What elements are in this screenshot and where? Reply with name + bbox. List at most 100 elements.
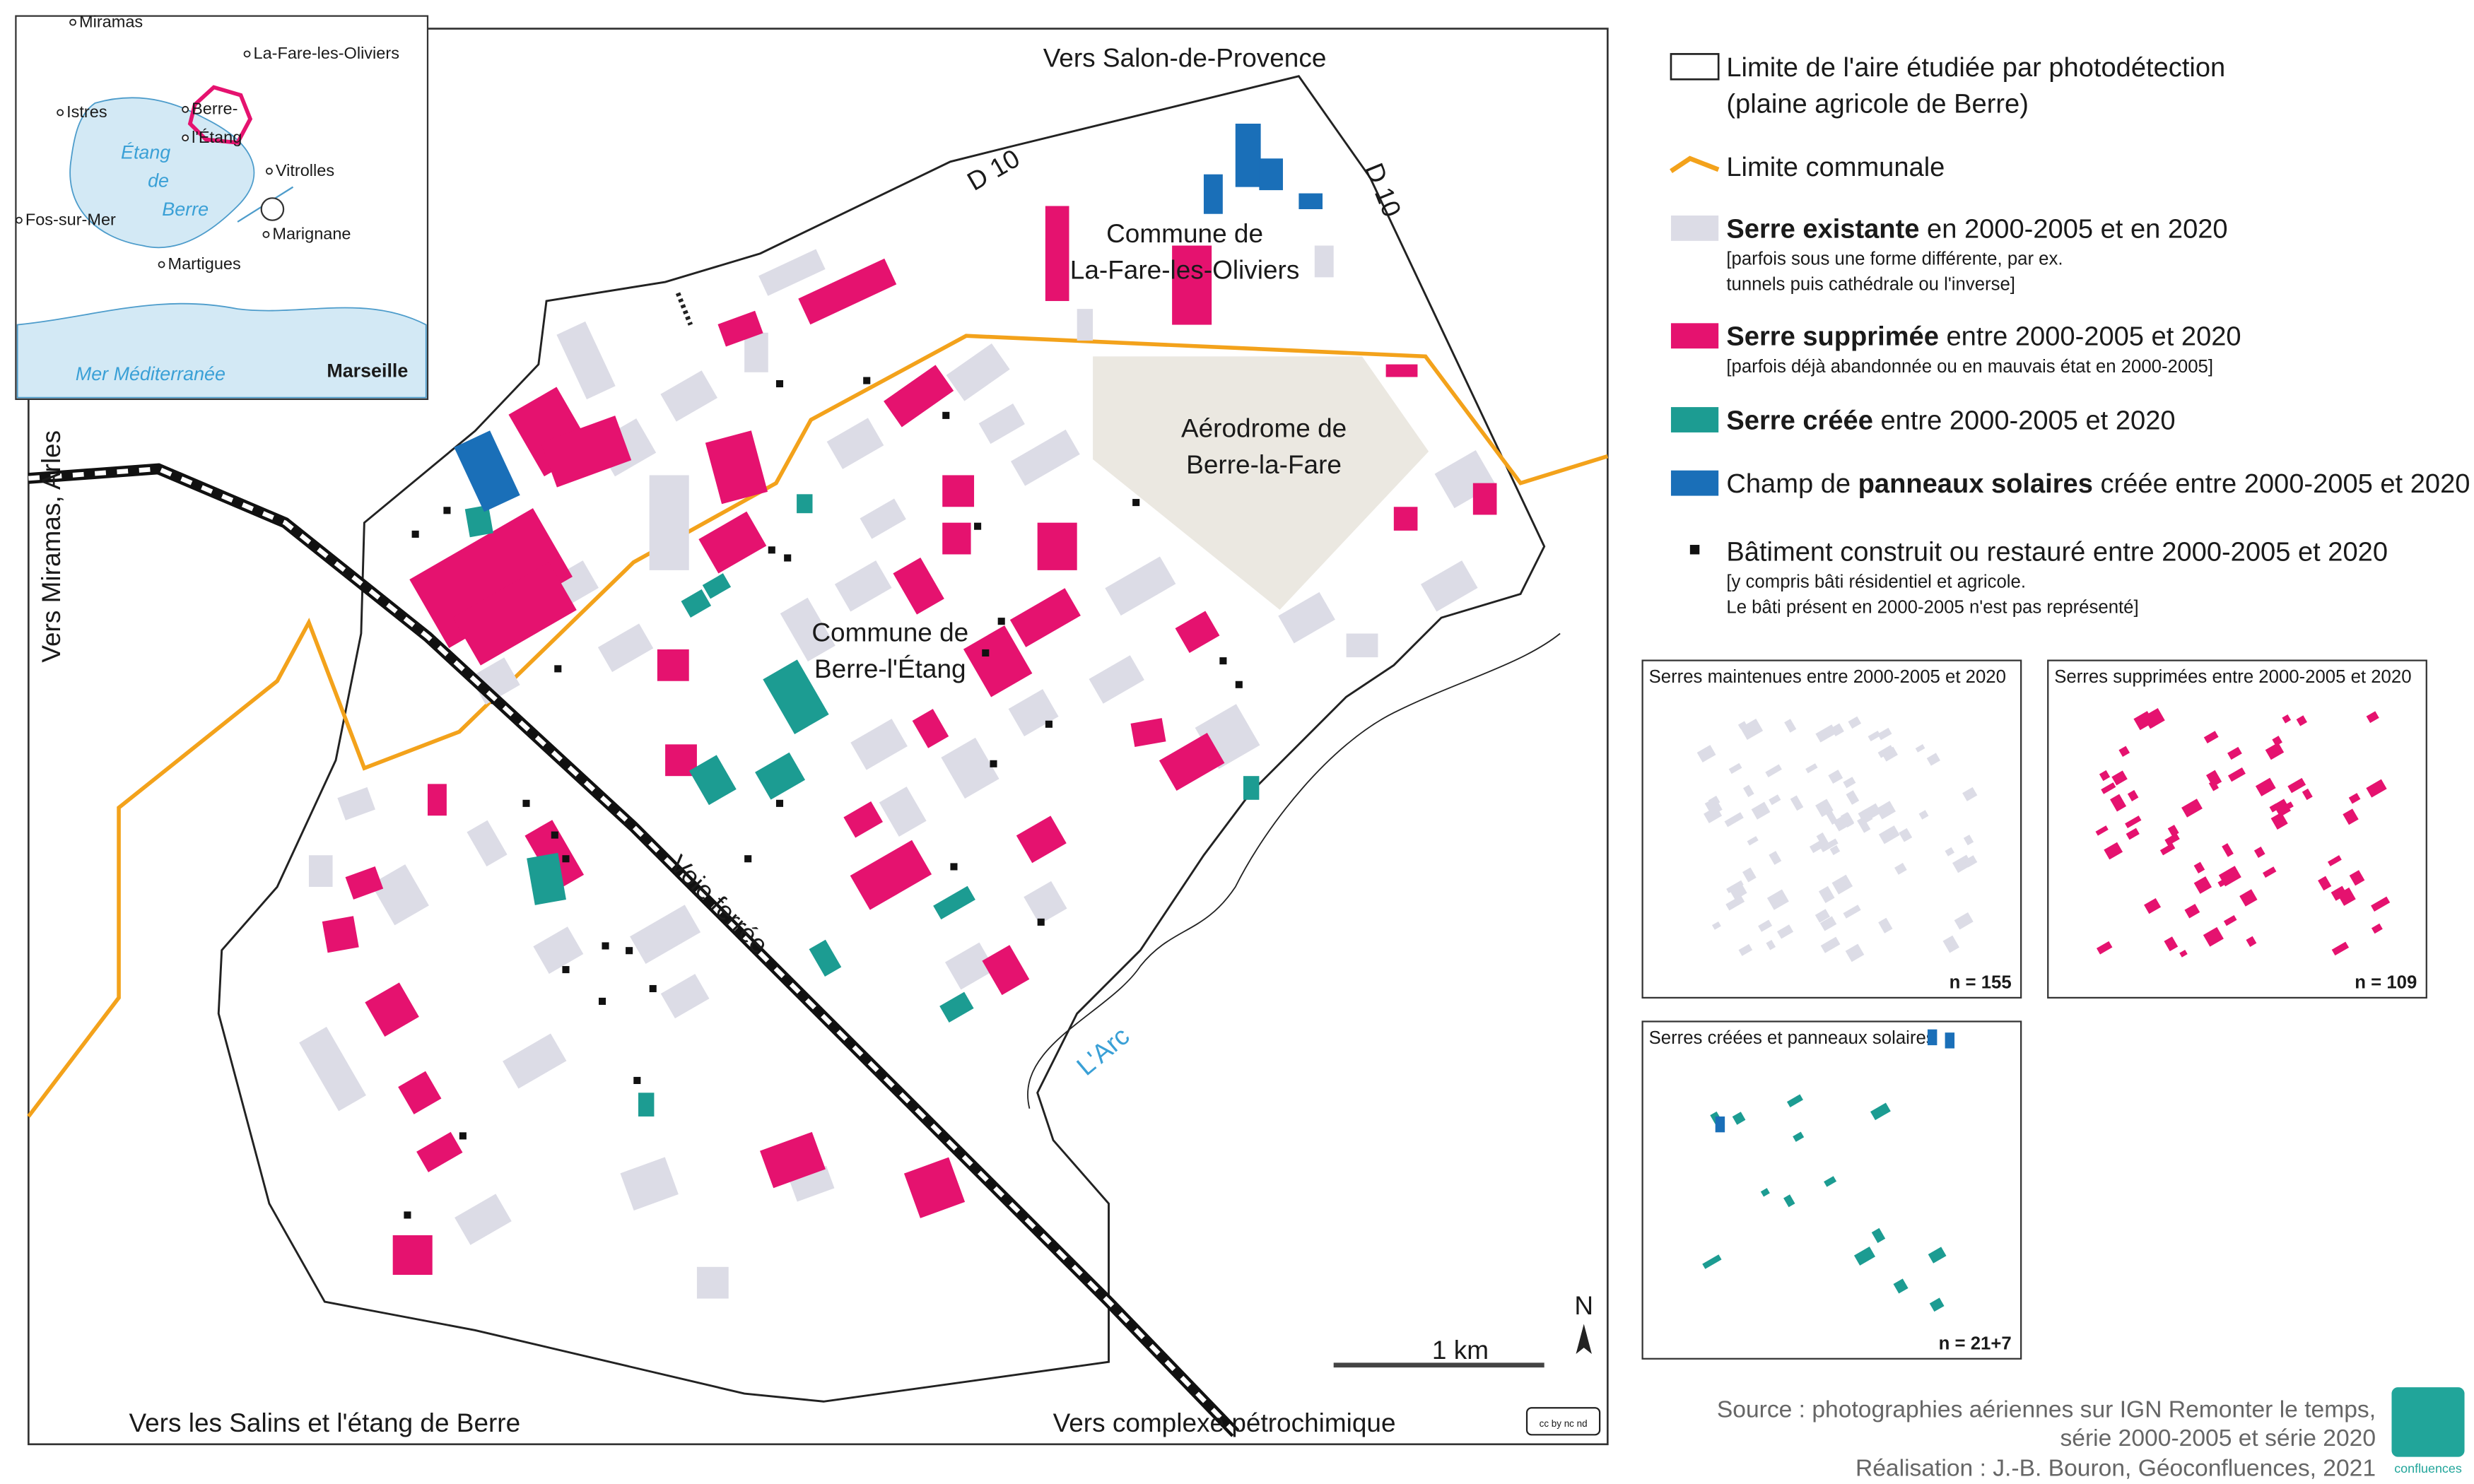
building — [775, 379, 784, 388]
greenhouse — [452, 562, 577, 666]
small-map-shape — [2348, 793, 2361, 804]
place-label: La-Fare-les-Oliviers — [254, 44, 399, 62]
legend-note: tunnels puis cathédrale ou l'inverse] — [1726, 274, 2015, 294]
small-maps: Serres maintenues entre 2000-2005 et 202… — [1641, 659, 2427, 1360]
greenhouse — [455, 1194, 512, 1245]
greenhouse — [1434, 449, 1496, 509]
small-map-shape — [2239, 889, 2258, 907]
small-map-shape — [1704, 797, 1723, 816]
greenhouses — [299, 124, 1497, 1299]
greenhouse — [1037, 522, 1077, 570]
greenhouse — [860, 498, 906, 539]
source: Source : photographies aériennes sur IGN… — [1717, 1397, 2376, 1423]
legend-note: Le bâti présent en 2000-2005 n'est pas r… — [1726, 597, 2138, 617]
small-map-shape — [2167, 825, 2179, 837]
greenhouse — [744, 332, 768, 372]
place-dot — [262, 230, 270, 238]
greenhouse — [763, 659, 829, 734]
legend-swatch — [1689, 545, 1700, 555]
small-map-shape — [1963, 835, 1974, 846]
legend-swatch — [1670, 323, 1719, 349]
sea — [16, 302, 427, 399]
small-map-shape — [1843, 905, 1861, 919]
legend-swatch — [1670, 215, 1719, 241]
legend-text: Limite communale — [1726, 153, 1945, 182]
greenhouse — [944, 942, 995, 990]
greenhouse — [1472, 483, 1497, 515]
small-map-shape — [1868, 730, 1881, 742]
small-map-shape — [1870, 1102, 1891, 1121]
direction-label: Vers les Salins et l'étang de Berre — [129, 1408, 521, 1437]
small-map-shape — [2159, 843, 2176, 856]
small-map-frame — [1641, 1020, 2022, 1360]
greenhouse — [696, 1266, 729, 1299]
small-map-shape — [1715, 1116, 1725, 1133]
greenhouse — [533, 926, 584, 974]
small-map-shape — [1853, 1247, 1875, 1266]
greenhouse — [939, 991, 974, 1023]
small-map-shape — [1818, 885, 1835, 904]
greenhouse — [946, 343, 1010, 401]
place-label: Fos-sur-Mer — [25, 210, 116, 228]
greenhouse — [322, 916, 359, 953]
greenhouse — [1278, 591, 1335, 644]
small-map-shape — [1845, 943, 1865, 962]
small-map-shape — [2164, 936, 2179, 952]
tunnel-marks — [675, 292, 693, 326]
small-map-shape — [1711, 921, 1721, 930]
small-map-shape — [2331, 941, 2350, 956]
building — [775, 799, 784, 807]
small-map-shape — [2206, 770, 2222, 787]
small-map-shape — [2371, 896, 2391, 912]
aerodrome — [1093, 356, 1429, 610]
place-dot — [243, 50, 251, 58]
small-map-shape — [2349, 870, 2365, 886]
place-label: La-Fare-les-Oliviers — [1070, 256, 1300, 285]
greenhouse — [620, 1157, 679, 1211]
building — [1219, 657, 1227, 665]
building — [562, 966, 570, 974]
building — [411, 530, 419, 538]
greenhouse — [597, 623, 654, 672]
small-map-shape — [1964, 855, 1978, 868]
small-map-shape — [1878, 825, 1900, 844]
building — [990, 760, 997, 767]
small-map-shape — [1871, 1227, 1886, 1244]
small-map-shape — [1786, 1094, 1803, 1108]
greenhouse — [1089, 655, 1144, 704]
direction-label: Vers Salon-de-Provence — [1043, 43, 1327, 72]
small-map-shape — [1829, 844, 1841, 856]
small-map-shape — [1724, 812, 1744, 828]
small-map-shape — [1833, 812, 1855, 832]
small-map-shape — [1758, 919, 1773, 932]
greenhouse — [705, 430, 768, 505]
legend-note: [y compris bâti résidentiel et agricole. — [1726, 572, 2026, 592]
small-map-shape — [2276, 801, 2294, 815]
small-map-shape — [2255, 777, 2276, 796]
small-map-title: Serres maintenues entre 2000-2005 et 202… — [1649, 667, 2006, 687]
greenhouse — [467, 820, 508, 867]
inset: Miramas La-Fare-les-Oliviers Istres Berre-l… — [15, 12, 429, 401]
legend-label: Limite de l'aire étudiée par photodétect… — [1726, 53, 2225, 83]
greenhouse — [1314, 245, 1334, 278]
greenhouse — [1105, 556, 1176, 616]
small-map-shape — [1769, 794, 1781, 806]
small-map-shape — [2193, 876, 2212, 894]
small-map-shape — [2203, 926, 2224, 947]
direction-label: Vers complexe pétrochimique — [1053, 1408, 1396, 1437]
small-map-shape — [2096, 941, 2113, 955]
legend-text: créée entre 2000-2005 et 2020 — [2093, 469, 2470, 499]
small-map-shape — [2164, 832, 2180, 846]
place-dot — [158, 261, 165, 269]
small-map-shape — [1843, 777, 1856, 789]
small-map-shape — [1819, 916, 1837, 931]
place-dot — [265, 167, 273, 175]
legend-text: entre 2000-2005 et 2020 — [1939, 322, 2241, 352]
legend-text: entre 2000-2005 et 2020 — [1873, 406, 2176, 435]
small-map-shape — [1742, 867, 1757, 883]
greenhouse — [1346, 633, 1378, 658]
greenhouse — [660, 974, 710, 1019]
greenhouse — [409, 508, 573, 649]
legend-bold: Serre créée — [1726, 406, 1872, 435]
